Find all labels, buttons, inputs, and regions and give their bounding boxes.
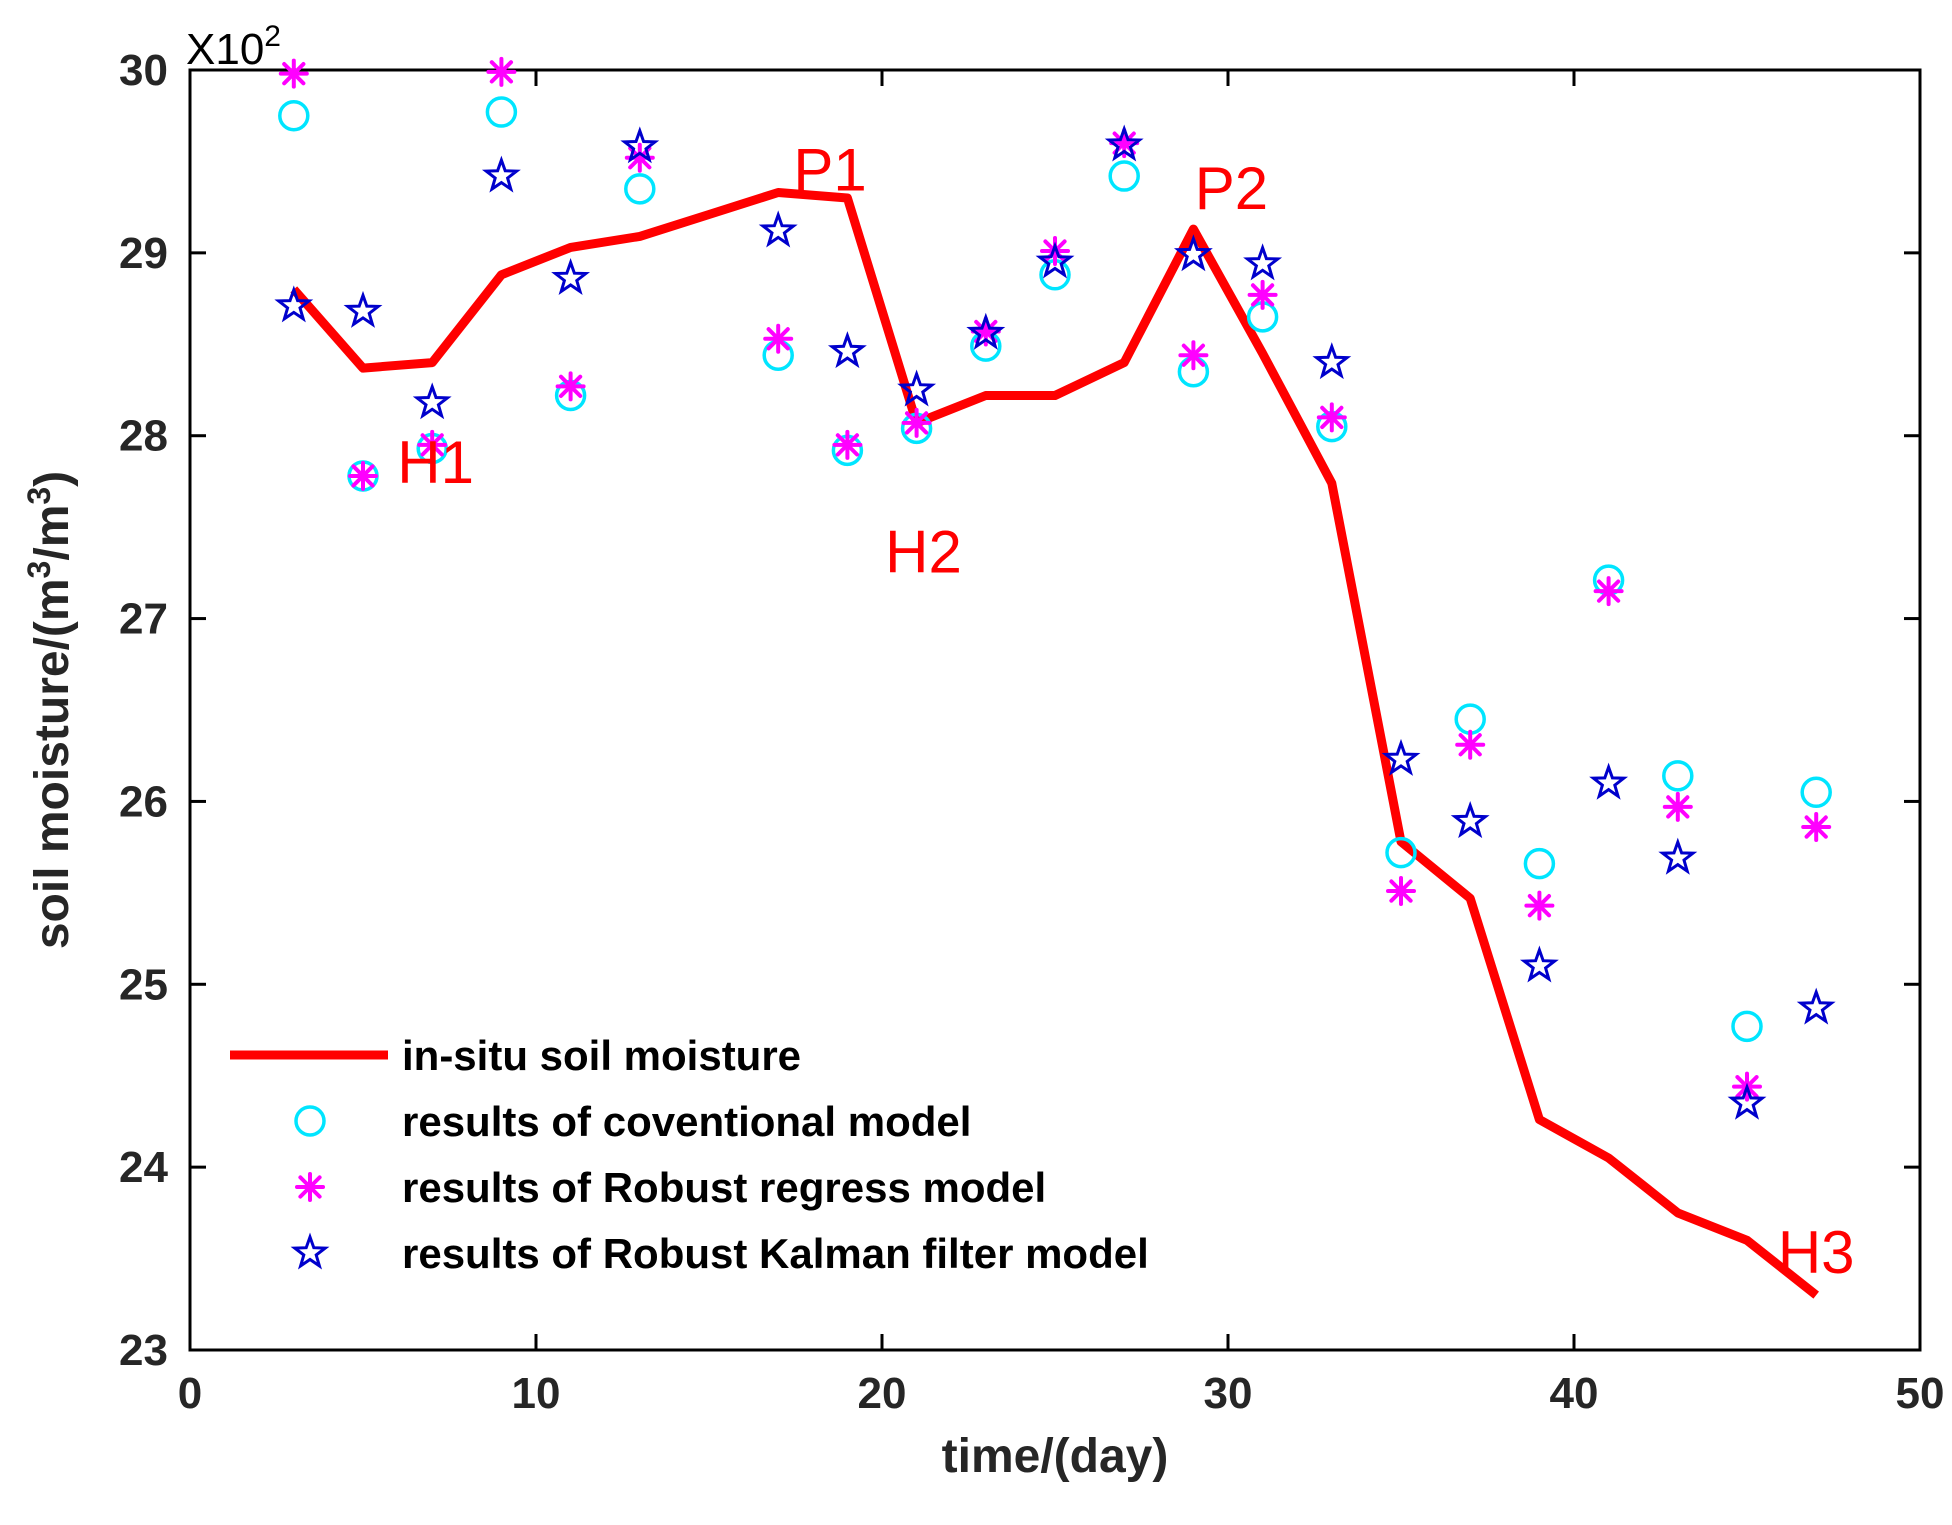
- y-tick-label: 27: [119, 595, 168, 644]
- annotation-h1: H1: [397, 429, 474, 496]
- robust_regress-point: [1455, 729, 1486, 760]
- y-tick-label: 28: [119, 412, 168, 461]
- kalman-point: [1589, 762, 1629, 800]
- series-robust_regress: [278, 56, 1832, 1102]
- y-tick-label: 23: [119, 1326, 168, 1375]
- conventional-point: [485, 96, 518, 128]
- kalman-point: [1104, 124, 1144, 162]
- legend-asterisk-swatch: [295, 1172, 325, 1202]
- series-conventional: [278, 96, 1832, 1043]
- kalman-point: [1796, 987, 1836, 1025]
- insitu-line: [290, 188, 1819, 1299]
- kalman-point: [343, 290, 383, 328]
- robust_regress-point: [901, 407, 932, 438]
- series-markers: [274, 56, 1836, 1120]
- robust_regress-point: [348, 460, 378, 491]
- annotations: P1 P2 H1 H2 H3: [397, 137, 1854, 1287]
- series-kalman: [274, 124, 1836, 1120]
- kalman-point: [1519, 945, 1559, 983]
- kalman-point: [1173, 234, 1213, 272]
- kalman-point: [827, 331, 867, 369]
- kalman-point: [1243, 243, 1283, 281]
- conventional-point: [1108, 160, 1140, 192]
- robust_regress-point: [1662, 791, 1693, 822]
- robust_regress-point: [1524, 890, 1555, 921]
- kalman-point: [1658, 837, 1698, 875]
- x-tick-label: 0: [178, 1369, 202, 1418]
- robust_regress-point: [1386, 876, 1416, 907]
- kalman-point: [966, 312, 1006, 350]
- y-axis-label: soil moisture/(m3/m3): [21, 471, 79, 949]
- robust_regress-point: [1178, 340, 1209, 371]
- legend-star-swatch: [290, 1232, 330, 1270]
- y-tick-label: 26: [119, 777, 168, 826]
- y-scale-factor: X102: [186, 20, 281, 74]
- robust_regress-point: [1801, 812, 1832, 843]
- legend-label-kalman: results of Robust Kalman filter model: [402, 1230, 1149, 1277]
- conventional-point: [278, 99, 310, 132]
- robust_regress-point: [1247, 279, 1278, 310]
- y-tick-label: 25: [119, 960, 168, 1009]
- robust_regress-point: [278, 58, 309, 89]
- legend-circle-swatch: [294, 1105, 326, 1137]
- robust_regress-point: [1316, 402, 1347, 433]
- axis-ticks: [188, 68, 1922, 1352]
- legend-label-robust-regress: results of Robust regress model: [402, 1164, 1046, 1211]
- x-tick-label: 40: [1550, 1369, 1599, 1418]
- conventional-point: [1731, 1010, 1763, 1043]
- robust_regress-point: [486, 56, 517, 87]
- x-tick-label: 30: [1204, 1369, 1253, 1418]
- annotation-p1: P1: [793, 137, 866, 204]
- x-tick-label: 20: [858, 1369, 907, 1418]
- kalman-point: [758, 210, 798, 248]
- y-tick-label: 24: [119, 1143, 168, 1192]
- y-tick-label: 30: [119, 46, 168, 95]
- legend-label-conventional: results of coventional model: [402, 1098, 971, 1145]
- kalman-point: [1727, 1082, 1767, 1120]
- annotation-h3: H3: [1778, 1219, 1855, 1286]
- legend-asterisk: [295, 1172, 325, 1202]
- tick-labels: 0 10 20 30 40 50 23 24 25 26 27 28 29 30: [119, 46, 1944, 1418]
- kalman-point: [551, 258, 591, 295]
- x-axis-label: time/(day): [942, 1430, 1169, 1483]
- annotation-p2: P2: [1195, 155, 1268, 222]
- kalman-point: [412, 382, 452, 420]
- kalman-point: [620, 126, 660, 164]
- robust_regress-point: [417, 429, 448, 460]
- kalman-point: [1035, 241, 1075, 279]
- conventional-point: [624, 173, 656, 205]
- conventional-point: [1523, 847, 1556, 880]
- kalman-point: [897, 369, 937, 407]
- kalman-point: [481, 155, 521, 193]
- kalman-point: [1450, 800, 1490, 839]
- conventional-point: [1385, 836, 1417, 869]
- kalman-point: [1381, 738, 1421, 776]
- y-tick-label: 29: [119, 229, 168, 278]
- conventional-point: [1662, 760, 1694, 792]
- legend-star: [290, 1232, 330, 1270]
- plot-frame: [188, 68, 1922, 1352]
- x-tick-label: 50: [1896, 1369, 1945, 1418]
- robust_regress-point: [832, 429, 863, 460]
- x-tick-label: 10: [512, 1369, 561, 1418]
- robust_regress-point: [1593, 576, 1624, 607]
- robust_regress-point: [555, 371, 586, 402]
- annotation-h2: H2: [885, 519, 962, 586]
- legend-circle: [294, 1105, 326, 1137]
- legend: in-situ soil moisture results of coventi…: [230, 1032, 1149, 1277]
- conventional-point: [1800, 776, 1832, 809]
- robust_regress-point: [763, 323, 794, 354]
- legend-label-insitu: in-situ soil moisture: [402, 1032, 801, 1079]
- series-insitu: [290, 188, 1819, 1299]
- kalman-point: [274, 285, 314, 323]
- kalman-point: [1312, 342, 1352, 380]
